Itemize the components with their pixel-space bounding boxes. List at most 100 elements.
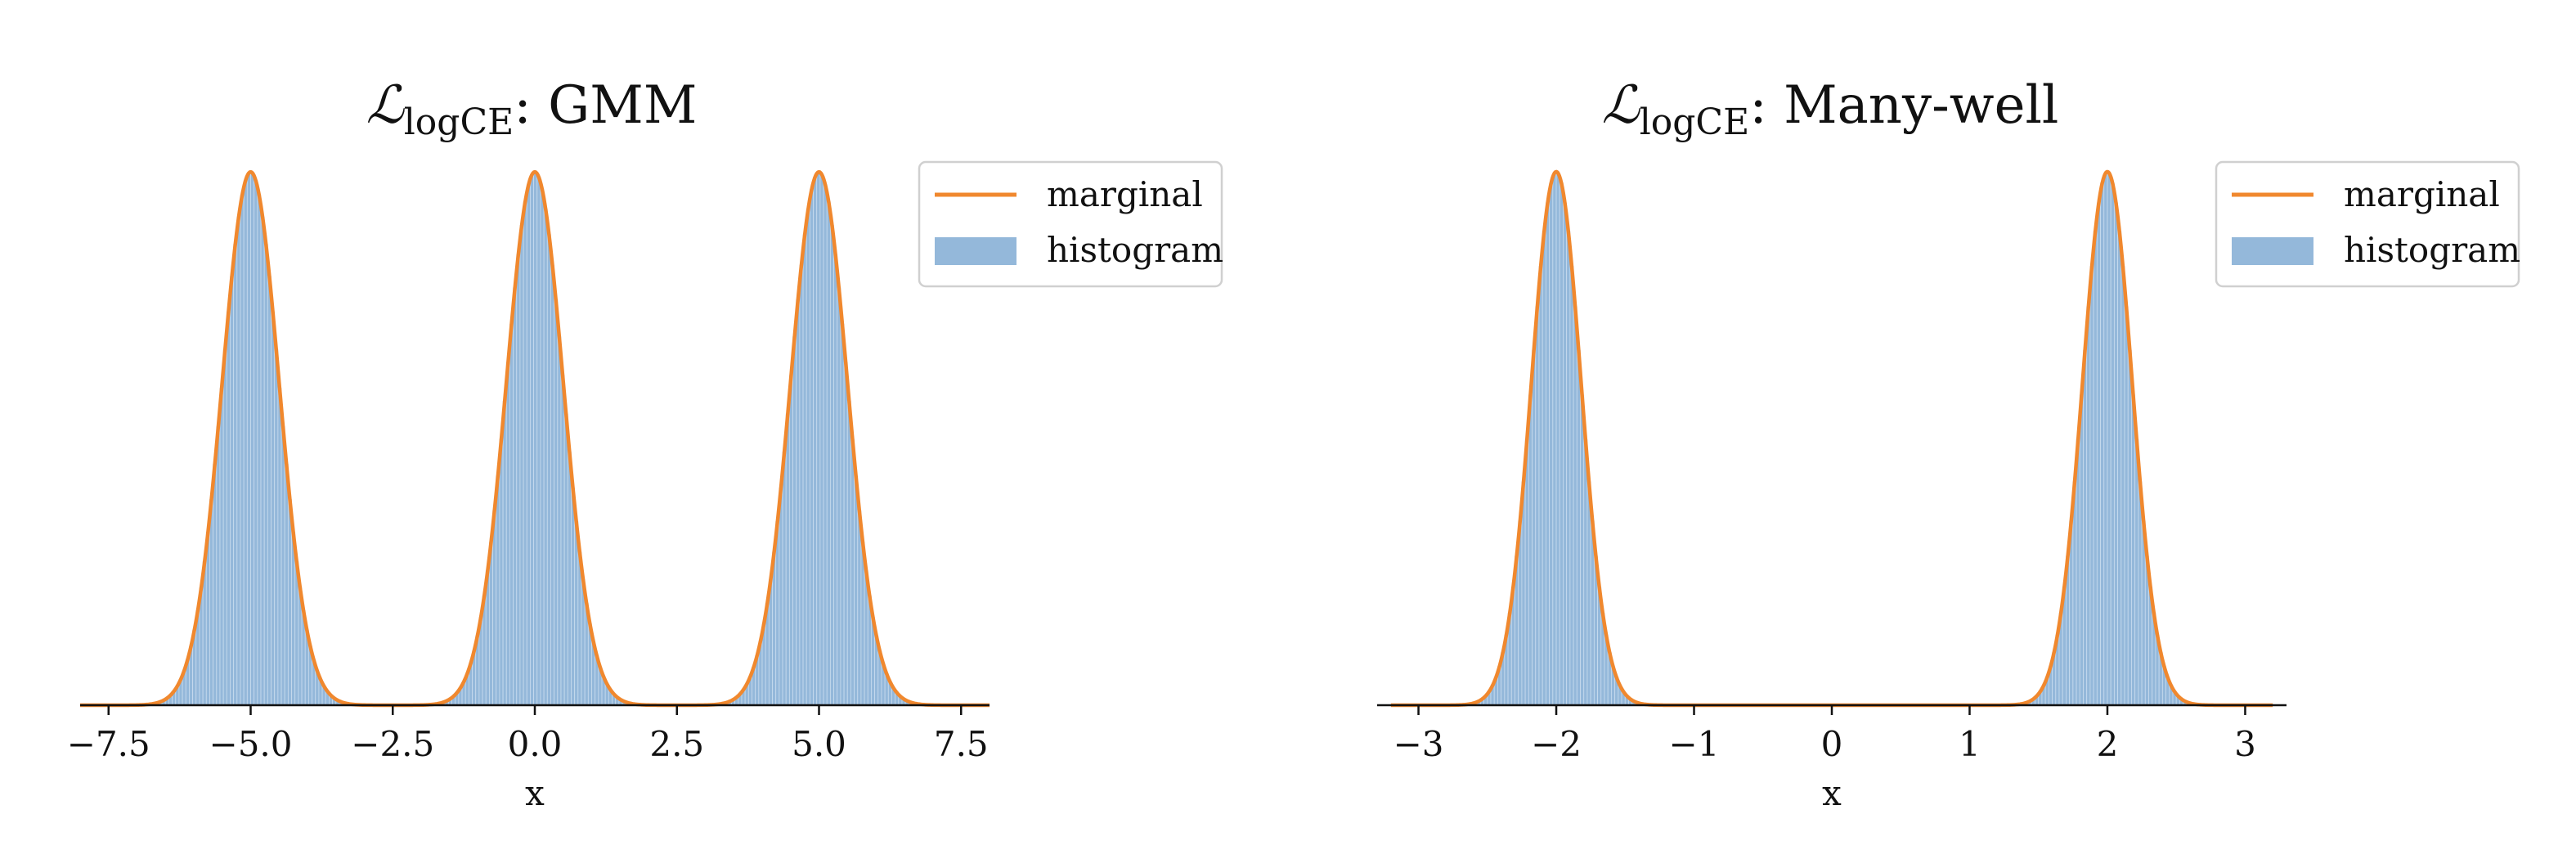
panel-manywell-title: ℒlogCE: Many-well bbox=[1602, 75, 2059, 143]
panel-gmm-x-tick-label: 0.0 bbox=[508, 724, 563, 764]
panel-gmm-histogram-bar bbox=[219, 388, 224, 706]
panel-gmm-histogram-bar bbox=[574, 521, 579, 706]
panel-gmm-histogram-bar bbox=[509, 323, 514, 706]
panel-gmm-xlabel: x bbox=[525, 773, 545, 813]
panel-gmm-histogram-bar bbox=[796, 299, 801, 706]
panel-gmm-histogram-bar bbox=[213, 463, 218, 706]
panel-manywell-x-tick-label: −2 bbox=[1531, 724, 1582, 764]
panel-gmm-histogram-bar bbox=[788, 375, 793, 706]
panel-manywell-histogram-bar bbox=[2117, 231, 2122, 706]
panel-gmm-histogram-bar bbox=[830, 225, 834, 706]
panel-manywell-histogram-bar bbox=[2100, 182, 2105, 706]
panel-gmm-histogram-bar bbox=[496, 475, 500, 706]
panel-manywell-histogram-bar bbox=[2096, 202, 2101, 706]
panel-manywell-histogram-bar bbox=[1535, 306, 1540, 706]
panel-gmm-histogram-bar bbox=[260, 216, 265, 706]
panel-gmm-histogram-bar bbox=[523, 201, 527, 706]
panel-manywell-title-subscript: logCE bbox=[1640, 101, 1750, 143]
panel-gmm-histogram-bar bbox=[284, 463, 289, 706]
panel-manywell-histogram-bar bbox=[2107, 173, 2112, 706]
panel-manywell-histogram-bar bbox=[1528, 394, 1533, 706]
panel-gmm-legend-histogram-label: histogram bbox=[1047, 230, 1223, 270]
panel-gmm-histogram-bar bbox=[533, 171, 538, 706]
panel-gmm-histogram-bar bbox=[775, 521, 780, 706]
panel-gmm-histogram-bar bbox=[499, 438, 504, 706]
panel-manywell-histogram-bar bbox=[2113, 202, 2118, 706]
panel-manywell-histogram-bar bbox=[2086, 306, 2091, 706]
panel-gmm-histogram-bar bbox=[257, 195, 262, 706]
panel-gmm-histogram-bar bbox=[816, 171, 821, 706]
panel-manywell-histogram-bar bbox=[2089, 266, 2094, 706]
panel-manywell-histogram-bar bbox=[1559, 182, 1564, 706]
panel-gmm-histogram-bar bbox=[516, 254, 521, 706]
panel-gmm-histogram-bar bbox=[792, 336, 797, 706]
panel-gmm-histogram-bar bbox=[222, 349, 227, 706]
panel-gmm-histogram-bar bbox=[246, 172, 251, 706]
panel-gmm-histogram bbox=[144, 171, 927, 706]
panel-manywell-histogram-bar bbox=[1538, 266, 1543, 706]
panel-manywell-histogram-bar bbox=[2134, 438, 2139, 706]
panel-gmm-x-ticks: −7.5 −5.0 −2.5 0.0 2.5 5.0 7.5 bbox=[67, 705, 989, 764]
panel-manywell-title-symbol: ℒ bbox=[1602, 75, 1641, 136]
panel-manywell-histogram-bar bbox=[2093, 231, 2098, 706]
panel-gmm-histogram-bar bbox=[550, 264, 555, 706]
panel-manywell-histogram-bar bbox=[1552, 173, 1557, 706]
panel-gmm-histogram-bar bbox=[785, 413, 790, 706]
panel-gmm-histogram-bar bbox=[263, 244, 268, 706]
panel-gmm-histogram-bar bbox=[567, 451, 572, 706]
panel-gmm-histogram-bar bbox=[799, 264, 804, 706]
panel-gmm-histogram-bar bbox=[840, 323, 845, 706]
panel-gmm-histogram-bar bbox=[857, 510, 862, 706]
panel-gmm-histogram-bar bbox=[240, 195, 245, 706]
panel-manywell-histogram-bar bbox=[1583, 438, 1588, 706]
panel-gmm-histogram-bar bbox=[554, 299, 559, 706]
panel-gmm-histogram-bar bbox=[802, 234, 807, 706]
panel-manywell-histogram-bar bbox=[1555, 173, 1560, 706]
panel-manywell-legend-histogram-label: histogram bbox=[2344, 230, 2520, 270]
panel-gmm-histogram-bar bbox=[209, 499, 214, 706]
panel-gmm-x-tick-label: −2.5 bbox=[351, 724, 434, 764]
panel-manywell-x-tick-label: 0 bbox=[1821, 724, 1843, 764]
panel-gmm-histogram-bar bbox=[557, 336, 562, 706]
panel-gmm-legend-marginal-label: marginal bbox=[1047, 174, 1203, 214]
panel-manywell-histogram-bar bbox=[1542, 231, 1546, 706]
panel-manywell-histogram-bar bbox=[2131, 394, 2136, 706]
panel-manywell-histogram-bar bbox=[2103, 173, 2108, 706]
panel-gmm-title-text: : GMM bbox=[514, 75, 697, 136]
panel-gmm-histogram-bar bbox=[809, 189, 814, 706]
panel-gmm: ℒlogCE: GMM −7.5 −5.0 −2.5 0.0 2.5 5.0 7.5 x m… bbox=[67, 75, 1223, 813]
panel-manywell-histogram-bar bbox=[1566, 231, 1571, 706]
panel-gmm-histogram-bar bbox=[826, 201, 831, 706]
panel-gmm-histogram-bar bbox=[806, 209, 810, 706]
panel-gmm-histogram-bar bbox=[571, 488, 576, 706]
panel-gmm-marginal-curve bbox=[79, 169, 991, 708]
panel-manywell-histogram-bar bbox=[2110, 182, 2115, 706]
panel-manywell-histogram-bar bbox=[1524, 438, 1529, 706]
panel-gmm-histogram-bar bbox=[854, 475, 859, 706]
panel-gmm-histogram-bar bbox=[254, 180, 258, 706]
panel-gmm-histogram-bar bbox=[546, 234, 551, 706]
panel-gmm-histogram-bar bbox=[492, 510, 497, 706]
panel-manywell-histogram-bar bbox=[2083, 349, 2088, 706]
panel-manywell-histogram-bar bbox=[1545, 202, 1551, 706]
panel-gmm-histogram-bar bbox=[271, 311, 276, 706]
panel-gmm-histogram-bar bbox=[823, 184, 828, 706]
panel-gmm-histogram-bar bbox=[813, 177, 818, 706]
panel-manywell-x-ticks: −3 −2 −1 0 1 2 3 bbox=[1393, 705, 2256, 764]
panel-gmm-histogram-bar bbox=[530, 174, 535, 706]
panel-gmm-histogram-bar bbox=[513, 287, 518, 706]
panel-gmm-histogram-bar bbox=[243, 180, 248, 706]
panel-gmm-histogram-bar bbox=[216, 426, 221, 706]
panel-manywell-histogram-bar bbox=[2127, 349, 2132, 706]
panel-gmm-histogram-bar bbox=[540, 189, 545, 706]
panel-gmm-histogram-bar bbox=[230, 276, 235, 706]
panel-gmm-histogram-bar bbox=[287, 499, 292, 706]
panel-gmm-title: ℒlogCE: GMM bbox=[366, 75, 698, 143]
panel-gmm-histogram-bar bbox=[782, 451, 787, 706]
panel-gmm-title-symbol: ℒ bbox=[366, 75, 406, 136]
panel-gmm-title-subscript: logCE bbox=[404, 101, 514, 143]
panel-manywell-x-tick-label: −1 bbox=[1669, 724, 1720, 764]
panel-manywell-histogram-bar bbox=[1532, 349, 1537, 706]
panel-manywell-histogram-bar bbox=[1580, 394, 1585, 706]
